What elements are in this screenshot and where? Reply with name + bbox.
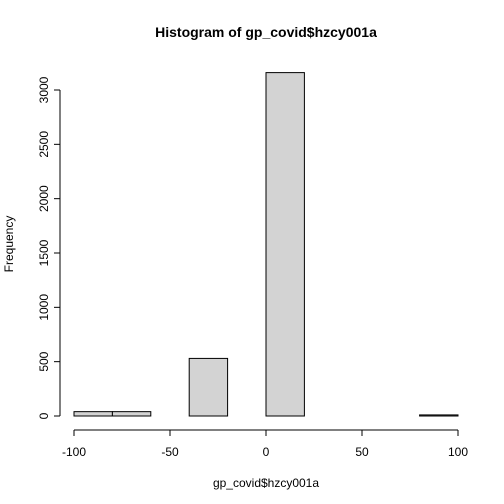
chart-title: Histogram of gp_covid$hzcy001a bbox=[155, 24, 377, 40]
x-tick-label: 0 bbox=[263, 445, 270, 459]
y-tick-label: 1500 bbox=[37, 239, 51, 266]
y-axis-label: Frequency bbox=[2, 216, 16, 273]
y-tick-label: 500 bbox=[37, 351, 51, 371]
y-tick-label: 0 bbox=[37, 412, 51, 419]
y-tick-label: 2000 bbox=[37, 185, 51, 212]
histogram-bar bbox=[73, 411, 113, 417]
histogram-bar bbox=[419, 414, 459, 417]
x-tick-label: -50 bbox=[161, 445, 179, 459]
y-axis: 0 500 1000 1500 2000 2500 3000 bbox=[37, 76, 61, 419]
bars-group bbox=[73, 72, 459, 417]
x-tick-label: 100 bbox=[448, 445, 468, 459]
x-tick-label: -100 bbox=[62, 445, 86, 459]
y-tick-label: 1000 bbox=[37, 294, 51, 321]
y-tick-label: 3000 bbox=[37, 76, 51, 103]
histogram-bar bbox=[265, 72, 305, 417]
x-tick-label: 50 bbox=[355, 445, 369, 459]
histogram-bar bbox=[111, 411, 152, 417]
histogram-bar bbox=[188, 357, 229, 417]
x-axis: -100 -50 0 50 100 bbox=[62, 429, 468, 459]
y-tick-label: 2500 bbox=[37, 131, 51, 158]
x-axis-label: gp_covid$hzcy001a bbox=[213, 476, 319, 490]
